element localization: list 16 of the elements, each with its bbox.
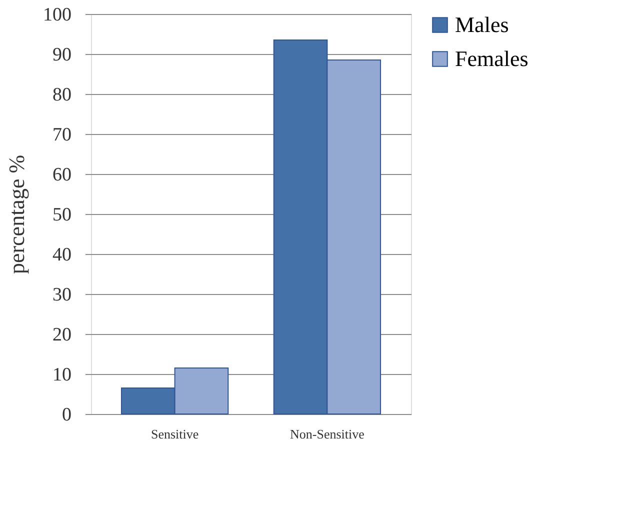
y-tick-label: 40: [52, 244, 72, 266]
y-tick-label: 90: [52, 44, 72, 66]
y-tick-label: 30: [52, 284, 72, 306]
legend-label: Males: [455, 12, 509, 37]
y-tick-label: 70: [52, 124, 72, 146]
y-tick-label: 10: [52, 364, 72, 386]
y-tick-label: 100: [43, 4, 72, 26]
y-tick-label: 50: [52, 204, 72, 226]
x-tick-label: Sensitive: [150, 426, 199, 442]
y-tick-label: 0: [62, 404, 72, 426]
y-tick-label: 80: [52, 84, 72, 106]
x-tick-label: Non-Sensitive: [290, 426, 365, 442]
y-tick-label: 20: [52, 324, 72, 346]
legend-label: Females: [455, 46, 528, 71]
y-axis-title: percentage %: [4, 154, 29, 274]
y-tick-label: 60: [52, 164, 72, 186]
